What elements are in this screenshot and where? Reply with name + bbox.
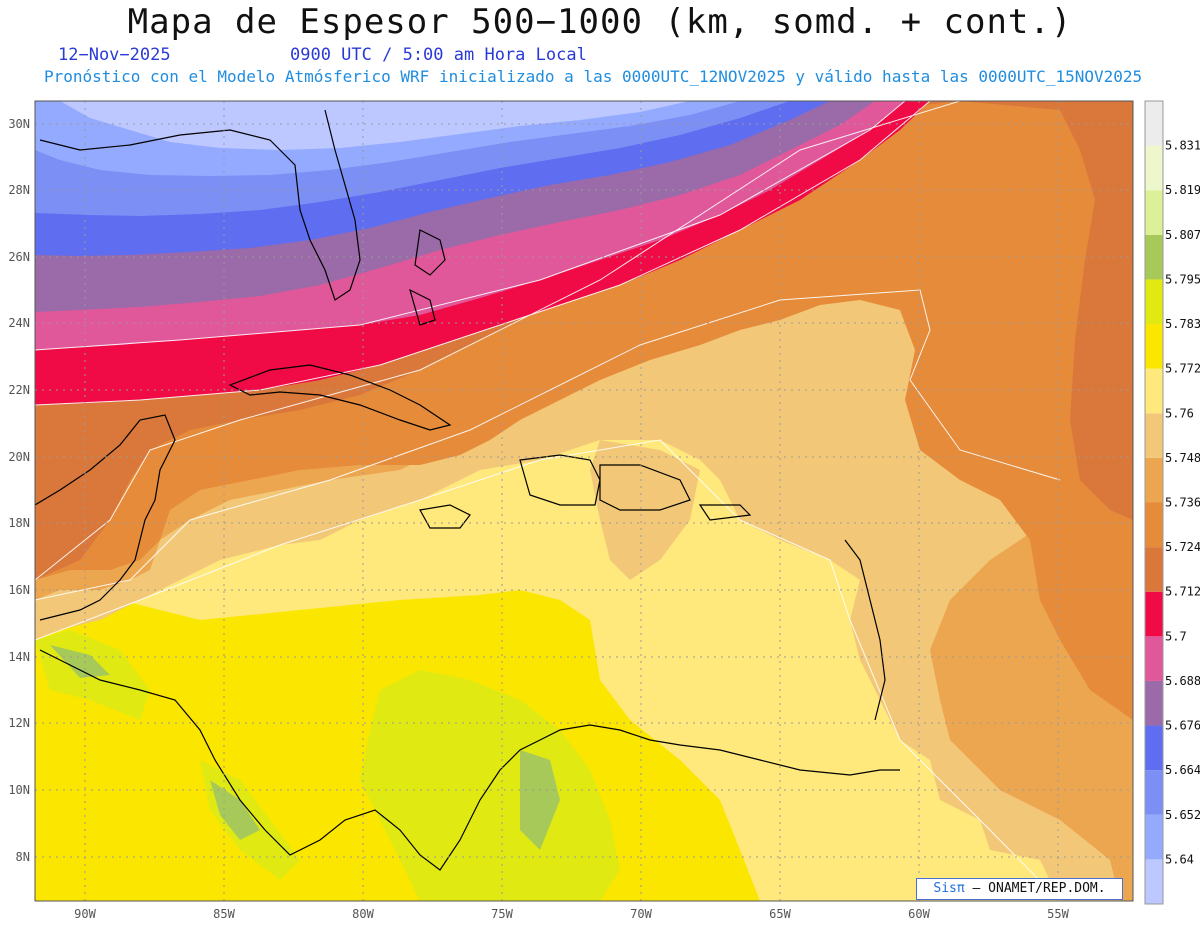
- credit-text: – ONAMET/REP.DOM.: [964, 881, 1106, 896]
- colorbar-swatch: [1145, 859, 1163, 904]
- colorbar-swatch: [1145, 725, 1163, 771]
- colorbar-swatch: [1145, 547, 1163, 592]
- colorbar-label: 5.652: [1165, 808, 1200, 822]
- lat-label: 24N: [8, 316, 30, 330]
- forecast-time: 0900 UTC / 5:00 am Hora Local: [290, 45, 587, 65]
- colorbar-label: 5.783: [1165, 317, 1200, 331]
- lon-label: 85W: [213, 907, 235, 921]
- lat-label: 28N: [8, 183, 30, 197]
- colorbar-label: 5.772: [1165, 362, 1200, 376]
- lon-label: 90W: [74, 907, 96, 921]
- colorbar-swatch: [1145, 368, 1163, 414]
- colorbar-label: 5.64: [1165, 852, 1194, 866]
- colorbar-swatch: [1145, 636, 1163, 681]
- colorbar-label: 5.736: [1165, 496, 1200, 510]
- colorbar-swatch: [1145, 680, 1163, 726]
- lon-label: 80W: [352, 907, 374, 921]
- band-lowest: [60, 101, 690, 150]
- lon-label: 75W: [491, 907, 513, 921]
- lat-axis: 30N 28N 26N 24N 22N 20N 18N 16N 14N 12N …: [8, 117, 30, 864]
- lon-axis: 90W 85W 80W 75W 70W 65W 60W 55W: [74, 907, 1069, 921]
- band-5-795: [520, 750, 560, 850]
- colorbar-label: 5.76: [1165, 406, 1194, 420]
- map-title: Mapa de Espesor 500−1000 (km, somd. + co…: [127, 2, 1073, 42]
- colorbar-swatch: [1145, 770, 1163, 815]
- colorbar-swatch: [1145, 502, 1163, 548]
- colorbar-label: 5.795: [1165, 272, 1200, 286]
- lat-label: 14N: [8, 650, 30, 664]
- lon-label: 55W: [1047, 907, 1069, 921]
- lat-label: 30N: [8, 117, 30, 131]
- colorbar: 5.831 5.819 5.807 5.795 5.783 5.772 5.76 5.748 5…: [1144, 100, 1200, 905]
- colorbar-label: 5.676: [1165, 719, 1200, 733]
- colorbar-swatch: [1145, 591, 1163, 637]
- colorbar-label: 5.807: [1165, 228, 1200, 242]
- colorbar-swatch: [1145, 413, 1163, 458]
- colorbar-frame: [1144, 100, 1164, 905]
- thickness-field: [35, 101, 1133, 901]
- lat-label: 16N: [8, 583, 30, 597]
- colorbar-swatch: [1145, 101, 1163, 146]
- lon-label: 60W: [908, 907, 930, 921]
- colorbar-swatch: [1145, 145, 1163, 191]
- colorbar-label: 5.7: [1165, 629, 1187, 643]
- graticule: [35, 101, 1133, 901]
- colorbar-label: 5.831: [1165, 139, 1200, 153]
- colorbar-label: 5.819: [1165, 183, 1200, 197]
- lon-label: 65W: [769, 907, 791, 921]
- colorbar-label: 5.724: [1165, 540, 1200, 554]
- colorbar-label: 5.748: [1165, 451, 1200, 465]
- credit-brand: Sisπ: [933, 881, 965, 896]
- lat-label: 18N: [8, 516, 30, 530]
- colorbar-swatch: [1145, 457, 1163, 503]
- colorbar-swatch: [1145, 234, 1163, 280]
- contour-lines: [35, 101, 1061, 901]
- colorbar-swatch: [1145, 324, 1163, 369]
- colorbar-swatch: [1145, 814, 1163, 860]
- forecast-date: 12−Nov−2025: [58, 45, 171, 65]
- colorbar-swatch: [1145, 279, 1163, 325]
- lat-label: 26N: [8, 250, 30, 264]
- model-info: Pronóstico con el Modelo Atmósferico WRF…: [44, 67, 1143, 86]
- lat-label: 12N: [8, 716, 30, 730]
- plot-frame: [34, 100, 1134, 902]
- lat-label: 20N: [8, 450, 30, 464]
- credit-box: Sisπ – ONAMET/REP.DOM.: [916, 878, 1123, 900]
- lon-label: 70W: [630, 907, 652, 921]
- colorbar-swatch: [1145, 190, 1163, 235]
- lat-label: 8N: [16, 850, 30, 864]
- lat-label: 22N: [8, 383, 30, 397]
- colorbar-label: 5.664: [1165, 763, 1200, 777]
- lat-label: 10N: [8, 783, 30, 797]
- colorbar-label: 5.688: [1165, 674, 1200, 688]
- colorbar-label: 5.712: [1165, 585, 1200, 599]
